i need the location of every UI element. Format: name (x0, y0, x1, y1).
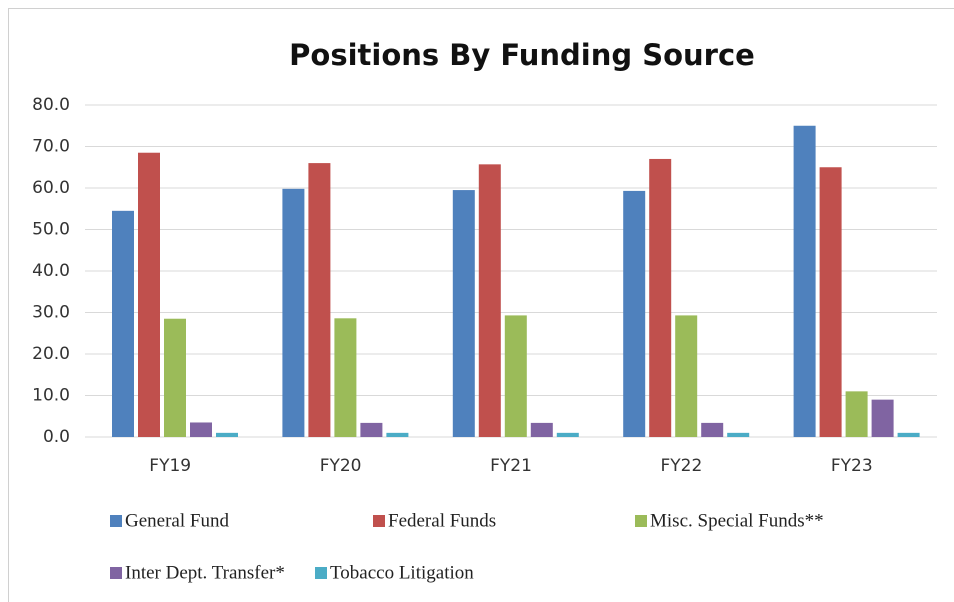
x-tick-label: FY23 (831, 456, 873, 476)
legend-swatch (110, 515, 122, 527)
y-tick-label: 50.0 (32, 220, 70, 240)
bar (701, 422, 724, 437)
bar (871, 399, 894, 437)
legend-label: Inter Dept. Transfer* (125, 562, 285, 583)
legend-swatch (110, 567, 122, 579)
x-tick-label: FY21 (490, 456, 532, 476)
legend-label: Misc. Special Funds** (650, 510, 824, 531)
bar (819, 167, 842, 437)
x-tick-label: FY22 (661, 456, 703, 476)
bar (360, 422, 383, 437)
legend-label: General Fund (125, 510, 229, 531)
bar (478, 164, 501, 437)
bar (282, 188, 305, 437)
bar (649, 158, 672, 437)
chart-title: Positions By Funding Source (289, 38, 755, 72)
bar (504, 315, 527, 437)
x-tick-label: FY20 (320, 456, 362, 476)
y-tick-label: 30.0 (32, 303, 70, 323)
bar (386, 432, 409, 437)
bar (530, 422, 553, 437)
bar (138, 152, 160, 437)
legend-label: Federal Funds (388, 510, 496, 531)
bar (727, 432, 750, 437)
legend-label: Tobacco Litigation (330, 562, 474, 583)
y-tick-label: 10.0 (32, 386, 70, 406)
bar (334, 318, 357, 437)
legend-swatch (373, 515, 385, 527)
bar (556, 432, 579, 437)
bar (675, 315, 698, 437)
bar (164, 318, 186, 437)
y-tick-label: 70.0 (32, 137, 70, 157)
bar (190, 422, 212, 437)
bar (452, 190, 475, 437)
y-tick-label: 0.0 (43, 427, 70, 447)
y-tick-label: 80.0 (32, 95, 70, 115)
y-tick-label: 20.0 (32, 344, 70, 364)
bar (623, 190, 646, 437)
y-tick-label: 60.0 (32, 178, 70, 198)
bar (897, 432, 920, 437)
x-tick-label: FY19 (149, 456, 191, 476)
bar (308, 163, 331, 437)
legend-swatch (315, 567, 327, 579)
legend-swatch (635, 515, 647, 527)
bar (793, 125, 816, 437)
bar (112, 210, 134, 437)
bar (216, 432, 238, 437)
bar (845, 391, 868, 437)
y-tick-label: 40.0 (32, 261, 70, 281)
